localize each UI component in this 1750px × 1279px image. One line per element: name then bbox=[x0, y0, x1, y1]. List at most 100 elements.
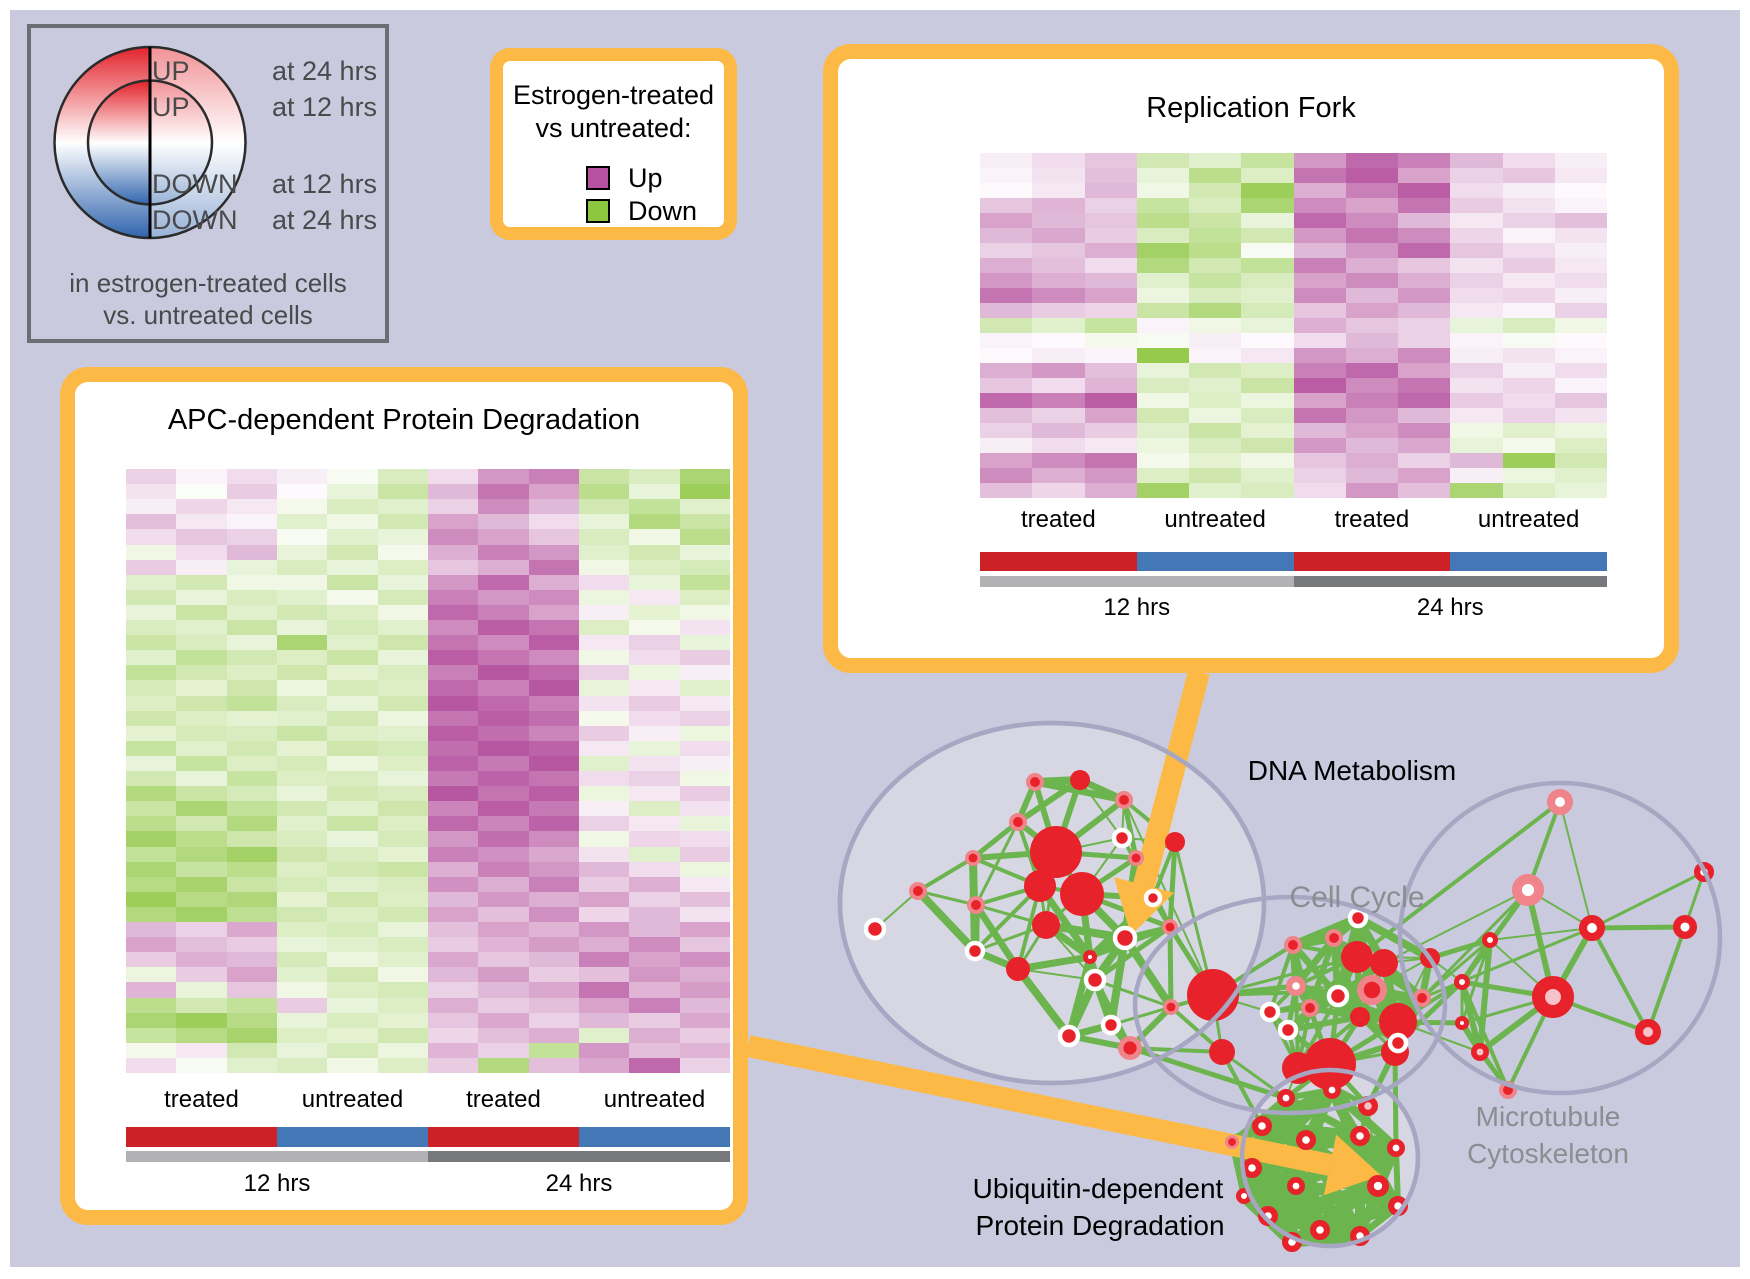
heatmap-cell bbox=[528, 544, 579, 560]
heatmap-cell bbox=[226, 755, 277, 771]
heatmap-cell bbox=[478, 891, 529, 907]
heatmap-cell bbox=[679, 589, 730, 605]
heatmap-cell bbox=[1398, 348, 1451, 363]
heatmap-cell bbox=[427, 725, 479, 741]
heatmap-cell bbox=[427, 740, 479, 756]
heatmap-cell bbox=[679, 816, 730, 832]
estrogen-legend-title-line2: vs untreated: bbox=[535, 113, 692, 143]
heatmap-cell bbox=[528, 1012, 579, 1028]
heatmap-cell bbox=[629, 680, 680, 696]
heatmap-cell bbox=[1136, 228, 1189, 243]
heatmap-cell bbox=[377, 997, 428, 1013]
heatmap-cell bbox=[528, 725, 579, 741]
heatmap-cell bbox=[1032, 468, 1085, 483]
heatmap-cell bbox=[1554, 363, 1607, 378]
heatmap-cell bbox=[629, 801, 680, 817]
heatmap-cell bbox=[980, 363, 1033, 378]
heatmap-cell bbox=[176, 771, 227, 787]
heatmap-cell bbox=[377, 710, 428, 726]
heatmap-cell bbox=[629, 1042, 680, 1058]
heatmap-cell bbox=[276, 831, 328, 847]
heatmap-cell bbox=[377, 650, 428, 666]
heatmap-cell bbox=[126, 982, 177, 998]
heatmap-cell bbox=[478, 574, 529, 590]
heatmap-cell bbox=[427, 529, 479, 545]
heatmap-cell bbox=[377, 906, 428, 922]
heatmap-cell bbox=[1189, 348, 1242, 363]
heatmap-cell bbox=[679, 786, 730, 802]
heatmap-cell bbox=[1502, 288, 1555, 303]
heatmap-cell bbox=[427, 922, 479, 938]
heatmap-cell bbox=[226, 484, 277, 500]
heatmap-cell bbox=[679, 665, 730, 681]
heatmap-cell bbox=[629, 771, 680, 787]
heatmap-cell bbox=[629, 982, 680, 998]
heatmap-cell bbox=[176, 755, 227, 771]
heatmap-cell bbox=[1345, 363, 1398, 378]
group-label-untreated-3: untreated bbox=[603, 1086, 706, 1113]
heatmap-cell bbox=[629, 589, 680, 605]
heatmap-cell bbox=[528, 831, 579, 847]
heatmap-cell bbox=[980, 333, 1033, 348]
heatmap-cell bbox=[327, 650, 378, 666]
heatmap-cell bbox=[629, 665, 680, 681]
heatmap-cell bbox=[679, 544, 730, 560]
heatmap-cell bbox=[377, 1057, 428, 1073]
untreated-bar bbox=[277, 1127, 428, 1147]
heatmap-cell bbox=[478, 620, 529, 636]
heatmap-cell bbox=[528, 589, 579, 605]
group-label-untreated-1: untreated bbox=[301, 1086, 404, 1113]
heatmap-cell bbox=[176, 650, 227, 666]
heatmap-cell bbox=[578, 982, 630, 998]
heatmap-cell bbox=[679, 514, 730, 530]
heatmap-cell bbox=[176, 529, 227, 545]
heatmap-cell bbox=[1032, 453, 1085, 468]
heatmap-cell bbox=[1293, 318, 1346, 333]
heatmap-cell bbox=[1502, 168, 1555, 183]
heatmap-cell bbox=[478, 484, 529, 500]
untreated-bar bbox=[579, 1127, 730, 1147]
heatmap-cell bbox=[1084, 288, 1137, 303]
heatmap-cell bbox=[427, 831, 479, 847]
heatmap-cell bbox=[1032, 153, 1085, 168]
heatmap-cell bbox=[1502, 408, 1555, 423]
heatmap-cell bbox=[377, 937, 428, 953]
heatmap-cell bbox=[528, 710, 579, 726]
heatmap-cell bbox=[276, 725, 328, 741]
heatmap-cell bbox=[1345, 348, 1398, 363]
heatmap-cell bbox=[629, 1057, 680, 1073]
heatmap-cell bbox=[276, 544, 328, 560]
heatmap-cell bbox=[1136, 168, 1189, 183]
heatmap-cell bbox=[528, 906, 579, 922]
heatmap-cell bbox=[528, 469, 579, 485]
heatmap-cell bbox=[679, 876, 730, 892]
heatmap-cell bbox=[1189, 288, 1242, 303]
heatmap-cell bbox=[1032, 363, 1085, 378]
heatmap-cell bbox=[1136, 378, 1189, 393]
heatmap-cell bbox=[578, 816, 630, 832]
heatmap-cell bbox=[629, 937, 680, 953]
heatmap-cell bbox=[176, 499, 227, 515]
heatmap-cell bbox=[427, 469, 479, 485]
heatmap-cell bbox=[1554, 408, 1607, 423]
heatmap-cell bbox=[478, 725, 529, 741]
heatmap-cell bbox=[276, 680, 328, 696]
untreated-bar bbox=[1450, 552, 1607, 571]
heatmap-cell bbox=[1189, 168, 1242, 183]
heatmap-cell bbox=[226, 861, 277, 877]
heatmap-cell bbox=[528, 1027, 579, 1043]
heatmap-cell bbox=[629, 710, 680, 726]
heatmap-cell bbox=[679, 922, 730, 938]
heatmap-cell bbox=[528, 574, 579, 590]
heatmap-cell bbox=[427, 650, 479, 666]
time-bar-12hrs bbox=[126, 1151, 428, 1162]
heatmap-cell bbox=[176, 725, 227, 741]
heatmap-cell bbox=[679, 861, 730, 877]
heatmap-cell bbox=[578, 559, 630, 575]
heatmap-cell bbox=[427, 952, 479, 968]
heatmap-cell bbox=[528, 861, 579, 877]
heatmap-cell bbox=[327, 786, 378, 802]
heatmap-cell bbox=[126, 635, 177, 651]
heatmap-cell bbox=[578, 1042, 630, 1058]
heatmap-cell bbox=[528, 967, 579, 983]
